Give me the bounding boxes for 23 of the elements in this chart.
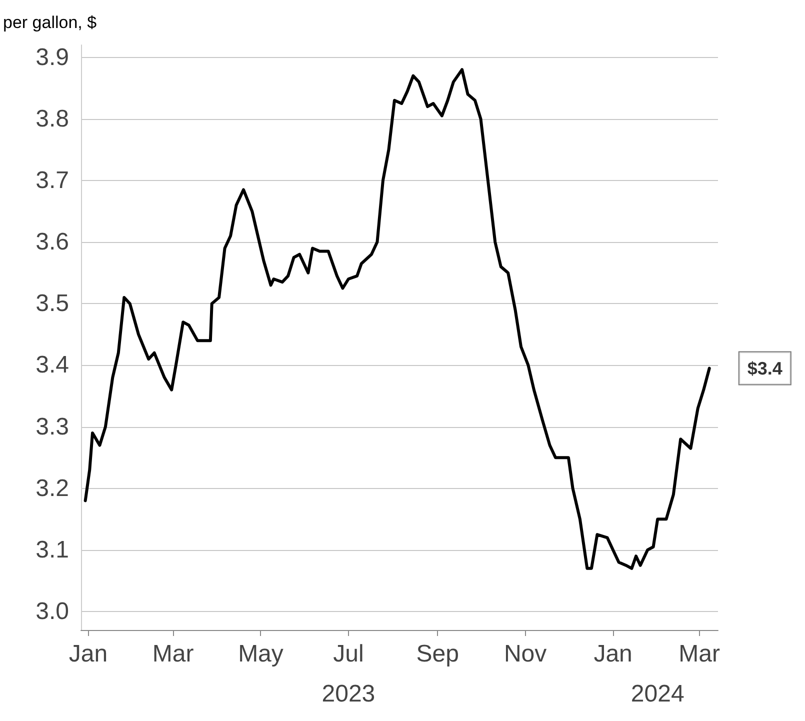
y-tick-label: 3.9: [36, 44, 69, 71]
x-tick-label: May: [238, 640, 284, 668]
x2-tick-label: 2024: [630, 680, 684, 708]
x-tick-label: Jul: [333, 640, 364, 668]
x-tick-label: Jan: [68, 640, 108, 668]
y-tick-label: 3.0: [36, 598, 69, 626]
y-tick-label: 3.5: [36, 290, 69, 318]
x-tick-label: Mar: [678, 640, 720, 668]
x-tick-label: Jan: [594, 640, 632, 668]
y-tick-label: 3.1: [36, 536, 69, 564]
annotation: $3.4: [747, 358, 782, 378]
y-tick-label: 3.3: [36, 413, 69, 440]
y-tick-label: 3.4: [36, 352, 69, 379]
x-tick-label: Mar: [152, 640, 194, 668]
y-tick-label: 3.8: [36, 105, 69, 132]
x-tick-label: Sep: [416, 640, 459, 668]
y-tick-label: 3.7: [36, 166, 69, 194]
x-tick-label: Nov: [504, 640, 547, 668]
y-axis-title: per gallon, $: [3, 13, 98, 32]
x2-tick-label: 2023: [322, 680, 376, 708]
line-series: [84, 68, 711, 570]
y-tick-label: 3.2: [36, 474, 69, 502]
y-tick-label: 3.6: [36, 228, 69, 256]
